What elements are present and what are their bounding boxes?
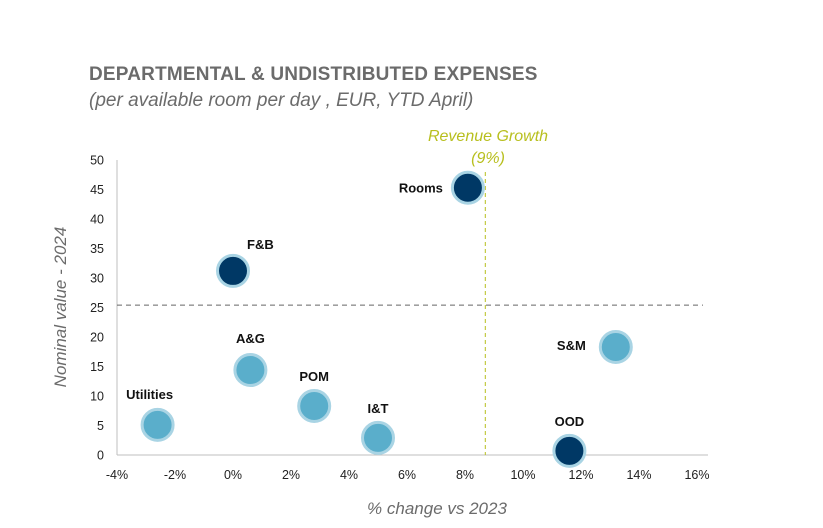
data-label: Rooms bbox=[399, 181, 443, 196]
y-tick-label: 20 bbox=[90, 331, 104, 345]
y-tick-label: 35 bbox=[90, 242, 104, 256]
y-tick-label: 15 bbox=[90, 360, 104, 374]
y-tick-label: 40 bbox=[90, 213, 104, 227]
data-point bbox=[598, 330, 633, 365]
data-point bbox=[552, 433, 587, 468]
data-point bbox=[450, 170, 485, 205]
revenue-growth-value: (9%) bbox=[471, 150, 505, 167]
y-tick-label: 10 bbox=[90, 390, 104, 404]
y-axis-title: Nominal value - 2024 bbox=[51, 227, 70, 388]
data-point bbox=[216, 253, 250, 288]
x-tick-label: 8% bbox=[456, 468, 474, 482]
data-point bbox=[140, 407, 175, 442]
x-tick-label: 0% bbox=[224, 468, 242, 482]
y-tick-label: 45 bbox=[90, 183, 104, 197]
data-label: OOD bbox=[555, 414, 585, 429]
x-tick-label: 4% bbox=[340, 468, 358, 482]
x-tick-label: 6% bbox=[398, 468, 416, 482]
x-tick-label: 16% bbox=[684, 468, 709, 482]
chart-title: DEPARTMENTAL & UNDISTRIBUTED EXPENSES bbox=[89, 64, 538, 85]
data-label: A&G bbox=[236, 331, 265, 346]
x-tick-label: -2% bbox=[164, 468, 186, 482]
data-label: S&M bbox=[557, 338, 586, 353]
x-tick-label: -4% bbox=[106, 468, 128, 482]
data-label: F&B bbox=[247, 237, 274, 252]
data-label: I&T bbox=[368, 401, 389, 416]
data-point bbox=[361, 420, 395, 455]
x-axis-title: % change vs 2023 bbox=[367, 499, 507, 518]
x-tick-label: 14% bbox=[626, 468, 651, 482]
y-tick-label: 0 bbox=[97, 449, 104, 463]
revenue-growth-label: Revenue Growth bbox=[428, 128, 548, 145]
x-tick-label: 10% bbox=[510, 468, 535, 482]
y-tick-label: 50 bbox=[90, 154, 104, 168]
data-label: POM bbox=[299, 369, 329, 384]
x-tick-label: 2% bbox=[282, 468, 300, 482]
data-point bbox=[297, 389, 332, 424]
x-tick-label: 12% bbox=[568, 468, 593, 482]
chart-subtitle: (per available room per day , EUR, YTD A… bbox=[89, 90, 474, 111]
y-tick-label: 30 bbox=[90, 272, 104, 286]
data-point bbox=[233, 353, 268, 388]
y-tick-label: 5 bbox=[97, 419, 104, 433]
y-tick-label: 25 bbox=[90, 301, 104, 315]
data-label: Utilities bbox=[126, 387, 173, 402]
